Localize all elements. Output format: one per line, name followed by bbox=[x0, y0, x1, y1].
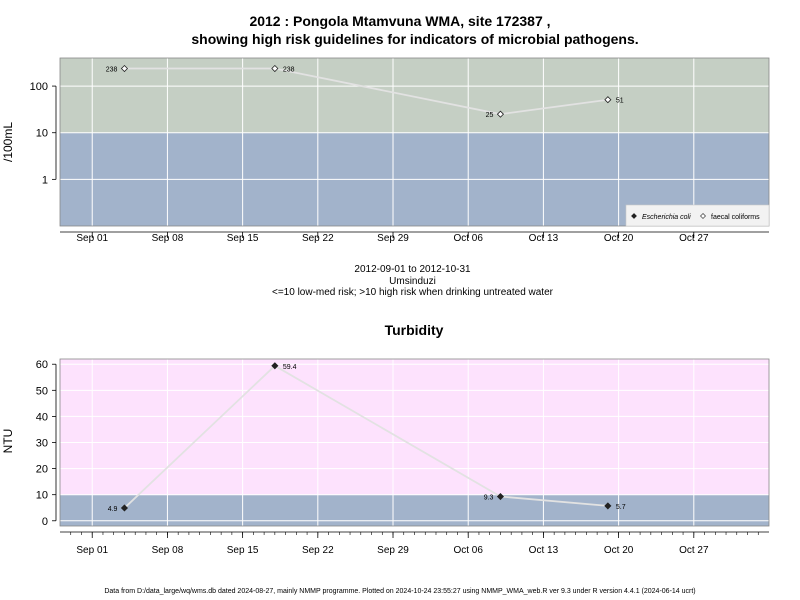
legend-marker-ecoli bbox=[631, 213, 637, 219]
turbidity-title: Turbidity bbox=[384, 322, 444, 338]
data-point bbox=[271, 64, 279, 73]
chart-title-line1: 2012 : Pongola Mtamvuna WMA, site 172387… bbox=[249, 13, 551, 29]
low-risk-band bbox=[60, 494, 769, 526]
legend-marker-faecal bbox=[700, 213, 706, 219]
data-label: 5.7 bbox=[616, 504, 626, 511]
plot-frame bbox=[59, 358, 770, 527]
high-risk-band bbox=[60, 58, 769, 133]
y-tick-label: 50 bbox=[36, 385, 48, 397]
x-tick-label: Sep 22 bbox=[302, 233, 334, 244]
data-label: 238 bbox=[106, 67, 118, 74]
data-label: 25 bbox=[486, 112, 494, 119]
y-tick-label: 60 bbox=[36, 359, 48, 371]
data-point bbox=[271, 362, 279, 370]
y-tick-label: 10 bbox=[36, 490, 48, 502]
risk-note: <=10 low-med risk; >10 high risk when dr… bbox=[272, 287, 553, 298]
x-tick-label: Sep 01 bbox=[76, 545, 108, 556]
data-label: 238 bbox=[283, 67, 295, 74]
x-tick-label: Sep 29 bbox=[377, 233, 409, 244]
data-label: 9.3 bbox=[484, 495, 494, 502]
y-tick-label: 30 bbox=[36, 438, 48, 450]
plot-frame bbox=[59, 57, 770, 227]
legend-label-ecoli: Escherichia coli bbox=[642, 214, 691, 221]
data-point bbox=[496, 492, 505, 501]
x-tick-label: Oct 06 bbox=[453, 545, 483, 556]
data-point bbox=[120, 64, 129, 73]
x-tick-label: Sep 08 bbox=[152, 545, 184, 556]
river-label: Umsinduzi bbox=[389, 276, 436, 287]
x-tick-label: Sep 22 bbox=[302, 545, 334, 556]
x-tick-label: Oct 27 bbox=[679, 545, 709, 556]
x-tick-label: Sep 08 bbox=[152, 233, 184, 244]
y-tick-label: 40 bbox=[36, 411, 48, 423]
data-point bbox=[496, 110, 505, 118]
y-tick-label: 20 bbox=[36, 464, 48, 476]
x-tick-label: Oct 06 bbox=[453, 233, 483, 244]
y-tick-label: 10 bbox=[36, 128, 48, 140]
chart-turbidity bbox=[52, 358, 770, 538]
data-label: 4.9 bbox=[108, 506, 118, 513]
data-label: 59.4 bbox=[283, 364, 297, 371]
y-axis-title: NTU bbox=[1, 429, 15, 454]
x-tick-label: Oct 20 bbox=[604, 545, 634, 556]
x-tick-label: Oct 20 bbox=[604, 233, 634, 244]
x-tick-label: Sep 01 bbox=[76, 233, 108, 244]
data-point bbox=[604, 502, 612, 510]
x-tick-label: Sep 15 bbox=[227, 233, 259, 244]
data-point bbox=[120, 504, 129, 512]
footer-note: Data from D:/data_large/wq/wms.db dated … bbox=[104, 588, 696, 595]
y-tick-label: 0 bbox=[42, 516, 48, 528]
y-tick-label: 1 bbox=[42, 174, 48, 186]
y-tick-label: 100 bbox=[30, 81, 48, 93]
period-label: 2012-09-01 to 2012-10-31 bbox=[354, 264, 471, 275]
legend-label-faecal: faecal coliforms bbox=[711, 214, 760, 221]
data-label: 51 bbox=[616, 98, 624, 105]
x-tick-label: Sep 29 bbox=[377, 545, 409, 556]
series-line bbox=[124, 67, 608, 116]
series-line bbox=[123, 364, 608, 509]
legend-box bbox=[625, 204, 770, 227]
chart-microbial bbox=[52, 57, 770, 238]
x-tick-label: Oct 27 bbox=[679, 233, 709, 244]
x-tick-label: Oct 13 bbox=[529, 545, 559, 556]
data-point bbox=[604, 96, 612, 104]
high-risk-band bbox=[60, 359, 769, 495]
x-tick-label: Sep 15 bbox=[227, 545, 259, 556]
chart-title-line2: showing high risk guidelines for indicat… bbox=[191, 31, 639, 47]
y-axis-title: /100mL bbox=[1, 122, 15, 162]
x-tick-label: Oct 13 bbox=[529, 233, 559, 244]
